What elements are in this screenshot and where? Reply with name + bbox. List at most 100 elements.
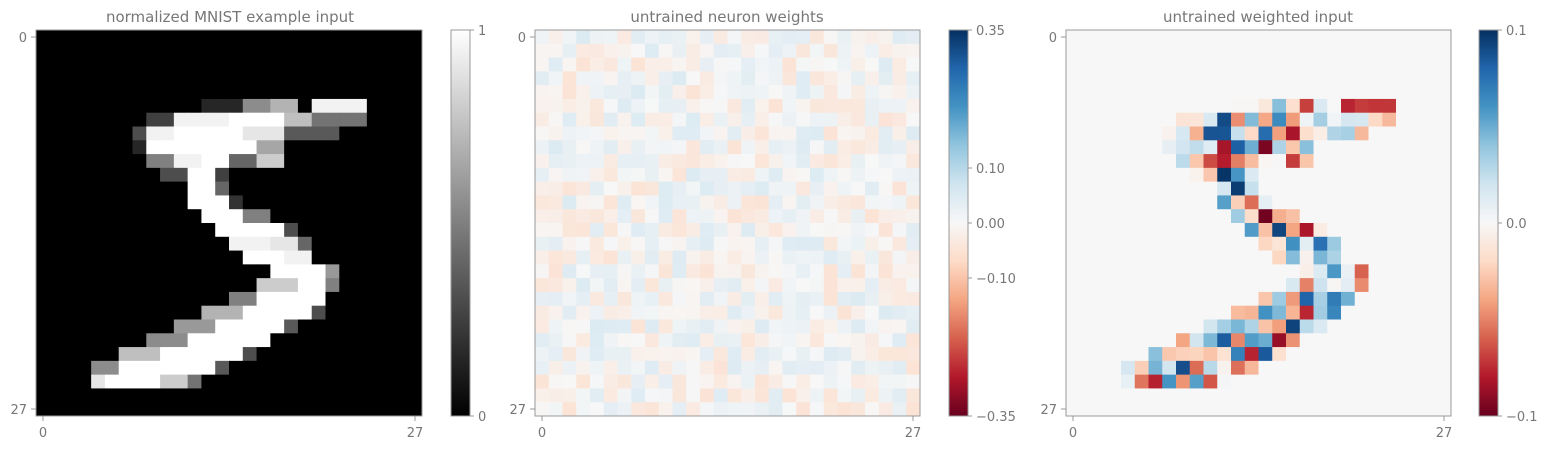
heatmap-cell xyxy=(1203,43,1218,58)
heatmap-cell xyxy=(562,140,577,155)
heatmap-cell xyxy=(906,85,921,100)
heatmap-cell xyxy=(892,388,907,403)
heatmap-cell xyxy=(256,388,271,403)
heatmap-cell xyxy=(562,360,577,376)
heatmap-cell xyxy=(1286,264,1301,279)
heatmap-cell xyxy=(408,319,423,334)
heatmap-cell xyxy=(1162,140,1177,155)
heatmap-cell xyxy=(1423,278,1438,293)
heatmap-cell xyxy=(1093,360,1108,376)
heatmap-cell xyxy=(36,126,51,141)
heatmap-cell xyxy=(1409,360,1424,376)
heatmap-cell xyxy=(242,57,257,72)
heatmap-cell xyxy=(1299,209,1314,224)
heatmap-cell xyxy=(810,85,825,100)
heatmap-cell xyxy=(173,140,189,155)
heatmap-cell xyxy=(1327,250,1342,265)
heatmap-cell xyxy=(713,250,728,265)
heatmap-cell xyxy=(1203,347,1218,362)
heatmap-cell xyxy=(1066,195,1081,210)
heatmap-cell xyxy=(631,374,646,389)
heatmap-cell xyxy=(810,402,825,417)
colorbar: 0.35 0.10 0.00 −0.10 −0.35 xyxy=(948,24,1016,425)
heatmap-cell xyxy=(1231,30,1246,45)
heatmap-cell xyxy=(1079,402,1094,417)
heatmap-cell xyxy=(187,388,202,403)
heatmap-cell xyxy=(755,291,770,307)
heatmap-cell xyxy=(755,43,770,58)
heatmap-cell xyxy=(1162,347,1177,362)
heatmap-cell xyxy=(562,57,577,72)
heatmap-cell xyxy=(394,319,409,334)
heatmap-cell xyxy=(118,305,133,320)
heatmap-cell xyxy=(686,98,701,114)
y-tick-label: 27 xyxy=(509,403,526,418)
heatmap-cell xyxy=(1382,236,1397,251)
heatmap-cell xyxy=(256,30,271,45)
heatmap-cell xyxy=(408,154,423,169)
heatmap-cell xyxy=(1341,291,1356,307)
heatmap-cell xyxy=(1272,264,1287,279)
colorbar-tick-label: −0.10 xyxy=(976,272,1016,287)
heatmap-cell xyxy=(562,126,577,141)
heatmap-cell xyxy=(284,71,299,86)
heatmap-cell xyxy=(118,347,133,362)
heatmap-cell xyxy=(63,402,78,417)
heatmap-cell xyxy=(686,209,701,224)
heatmap-cell xyxy=(782,154,797,169)
heatmap-cell xyxy=(380,154,395,169)
heatmap-cell xyxy=(768,402,783,417)
heatmap-cell xyxy=(1079,347,1094,362)
heatmap-cell xyxy=(91,43,106,58)
heatmap-cell xyxy=(1244,278,1259,293)
heatmap-cell xyxy=(727,319,742,334)
heatmap-cell xyxy=(1066,112,1081,127)
heatmap-cell xyxy=(1217,43,1232,58)
heatmap-cell xyxy=(1382,250,1397,265)
heatmap-cell xyxy=(1396,43,1411,58)
heatmap-cell xyxy=(160,360,175,376)
heatmap-cell xyxy=(1244,112,1259,127)
heatmap-cell xyxy=(865,57,880,72)
heatmap-cell xyxy=(1299,347,1314,362)
heatmap-cell xyxy=(686,236,701,251)
heatmap-cell xyxy=(146,305,161,320)
heatmap-cell xyxy=(741,71,756,86)
heatmap-cell xyxy=(755,347,770,362)
heatmap-cell xyxy=(892,209,907,224)
heatmap-cell xyxy=(782,333,797,348)
heatmap-cell xyxy=(1107,319,1122,334)
heatmap-cell xyxy=(535,223,550,238)
heatmap-cell xyxy=(1162,57,1177,72)
heatmap-cell xyxy=(1079,112,1094,127)
heatmap-cell xyxy=(1258,167,1273,183)
heatmap-cell xyxy=(796,112,811,127)
heatmap-cell xyxy=(1341,236,1356,251)
heatmap-cell xyxy=(1368,264,1383,279)
heatmap-cell xyxy=(1313,278,1328,293)
heatmap-cell xyxy=(256,126,271,141)
heatmap-cell xyxy=(1409,30,1424,45)
heatmap-cell xyxy=(906,250,921,265)
heatmap-cell xyxy=(1231,43,1246,58)
heatmap-cell xyxy=(63,43,78,58)
heatmap-cell xyxy=(906,140,921,155)
heatmap-cell xyxy=(1437,57,1452,72)
heatmap-cell xyxy=(1368,57,1383,72)
heatmap-cell xyxy=(284,126,299,141)
heatmap-cell xyxy=(270,250,285,265)
heatmap-cell xyxy=(906,319,921,334)
heatmap-cell xyxy=(1107,43,1122,58)
heatmap-cell xyxy=(782,360,797,376)
heatmap-cell xyxy=(686,291,701,307)
heatmap-cell xyxy=(118,112,133,127)
heatmap-cell xyxy=(658,236,673,251)
heatmap-cell xyxy=(548,264,563,279)
heatmap-cell xyxy=(91,112,106,127)
heatmap-cell xyxy=(1066,98,1081,114)
heatmap-cell xyxy=(562,388,577,403)
heatmap-cell xyxy=(1189,30,1204,45)
heatmap-cell xyxy=(394,291,409,307)
heatmap-cell xyxy=(380,278,395,293)
heatmap-cell xyxy=(1396,236,1411,251)
